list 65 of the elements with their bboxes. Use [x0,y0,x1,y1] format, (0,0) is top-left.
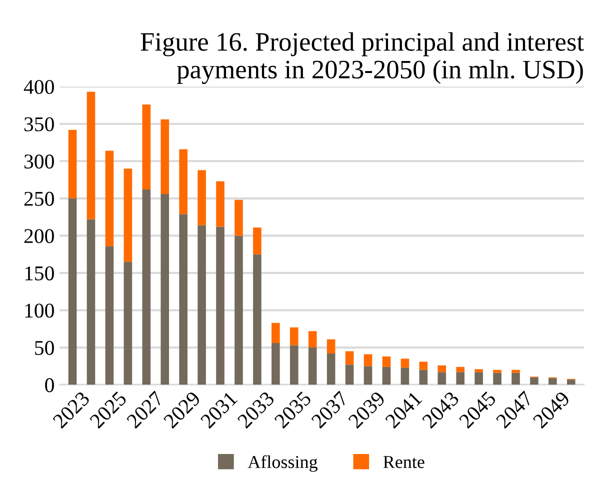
bar [512,370,520,373]
bar [493,372,502,385]
bar [142,104,151,190]
bar [474,369,483,372]
bar [198,170,206,226]
y-tick-label: 50 [35,340,54,355]
bar [419,362,428,370]
y-tick-label: 250 [24,192,54,206]
bar [382,366,391,385]
bar [548,378,557,385]
bar [234,236,243,385]
bar [345,364,354,385]
bar [326,353,336,385]
y-tick-label: 300 [24,154,54,169]
bar [456,372,464,385]
chart-title: Figure 16. Projected principal and interest payments in 2023-2050 (in mln. USD) [140,32,584,84]
bar [493,370,502,373]
bar [179,149,188,214]
bar [198,225,206,385]
bar [86,219,96,385]
bar [68,130,77,198]
y-tick-label: 350 [24,117,54,132]
bar [290,327,298,346]
bar [216,226,224,385]
bar [438,372,446,385]
bar [326,339,336,354]
bar [160,194,170,385]
bar [253,227,262,254]
bar [345,351,354,365]
bar [364,354,372,366]
bar [512,372,520,385]
y-tick-label: 0 [45,378,54,392]
bar [124,168,132,262]
bar [272,322,280,344]
y-tick-label: 400 [24,80,54,94]
bar [272,343,280,385]
bar [400,358,410,368]
bar [160,119,170,194]
bar [290,345,298,385]
legend-label: Aflossing [248,455,318,472]
y-tick-label: 100 [25,304,54,318]
bar [308,348,317,385]
bar [419,370,428,385]
legend-label: Rente [383,456,424,468]
bar [105,246,114,385]
bar [253,254,262,385]
bar [530,377,538,385]
bar [364,366,372,385]
bar [400,368,410,385]
bar [105,150,114,246]
bar [142,189,151,385]
bar [566,380,576,385]
bar [456,366,464,372]
bar [179,214,188,385]
y-tick-label: 150 [25,266,54,280]
y-tick-label: 200 [24,229,54,244]
bar [86,92,96,220]
bar [124,262,132,385]
bar [216,181,224,227]
bar [68,198,77,385]
bar [308,331,317,348]
bar [474,372,483,385]
bar [438,365,446,372]
bar [234,200,243,236]
bar [382,356,391,367]
